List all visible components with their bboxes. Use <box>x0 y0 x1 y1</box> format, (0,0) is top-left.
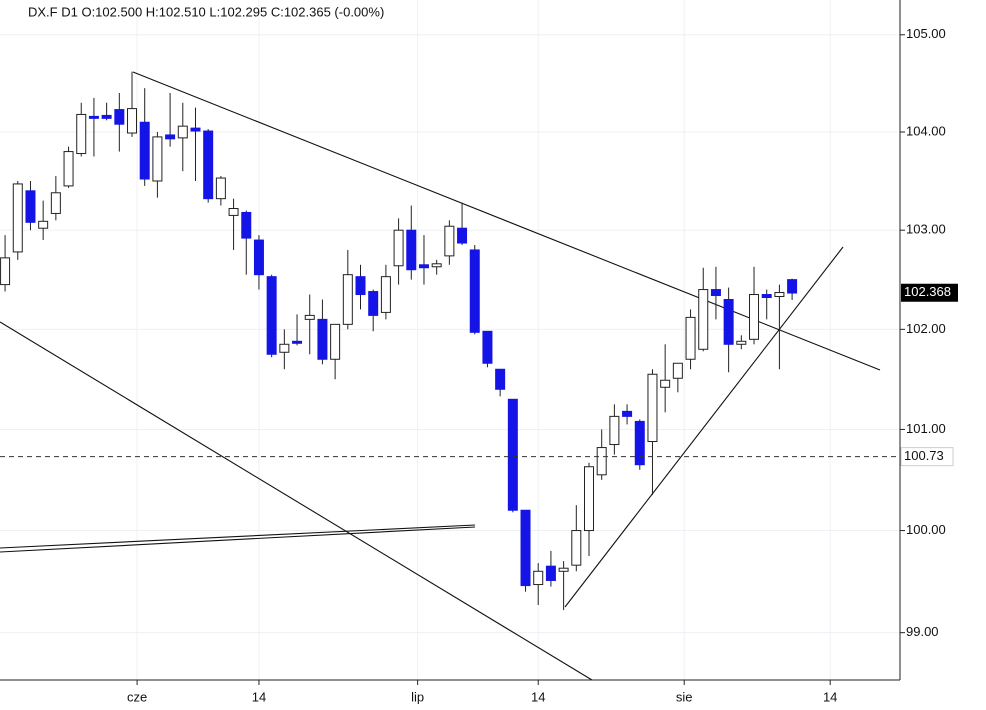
candle-body <box>774 292 785 298</box>
candle-body <box>279 343 290 353</box>
candle-body <box>380 276 391 313</box>
last-price-box <box>901 283 958 302</box>
candle-body <box>710 289 721 297</box>
candle-body <box>660 379 671 388</box>
x-tick-label: 14 <box>252 689 266 704</box>
candle-body <box>190 127 201 132</box>
candle-body <box>50 192 61 214</box>
candle-body <box>571 530 582 566</box>
candle-body <box>203 130 214 200</box>
candle-body <box>330 323 341 360</box>
candle-body <box>342 274 353 325</box>
candle-body <box>698 289 709 350</box>
candle-body <box>685 316 696 360</box>
y-tick-label: 99.00 <box>906 624 939 639</box>
last-price-label: 102.368 <box>904 284 951 299</box>
candle-body <box>12 183 23 253</box>
candle-body <box>215 177 226 200</box>
candle-body <box>0 257 11 286</box>
x-tick-label: sie <box>676 689 693 704</box>
y-tick-label: 104.00 <box>906 123 946 138</box>
candle-body <box>101 114 112 119</box>
candle-body <box>355 276 366 296</box>
candle-body <box>749 294 760 340</box>
x-tick-label: cze <box>127 689 147 704</box>
candle-body <box>177 125 188 139</box>
candle-body <box>507 398 518 511</box>
trend-line <box>564 246 844 608</box>
candle-body <box>558 567 569 572</box>
candle-body <box>583 466 594 532</box>
candle-body <box>63 151 74 187</box>
x-tick-label: lip <box>411 689 424 704</box>
price-line-box <box>900 447 954 467</box>
candle-body <box>368 291 379 316</box>
y-tick-label: 105.00 <box>906 26 946 41</box>
candle-body <box>38 220 49 229</box>
candle-body <box>672 362 683 379</box>
candle-body <box>304 314 315 320</box>
candle-body <box>228 208 239 216</box>
candle-body <box>418 264 429 269</box>
trend-line <box>0 321 593 681</box>
price-line-label: 100.73 <box>904 448 944 463</box>
candle-body <box>444 225 455 257</box>
candle-body <box>431 263 442 268</box>
candle-body <box>457 227 468 244</box>
x-tick-label: 14 <box>531 689 545 704</box>
candle-body <box>76 113 87 155</box>
candle-body <box>495 368 506 390</box>
candle-body <box>88 115 99 119</box>
candle-body <box>114 109 125 125</box>
candle-body <box>520 509 531 587</box>
y-tick-label: 101.00 <box>906 421 946 436</box>
y-tick-label: 103.00 <box>906 222 946 237</box>
candle-body <box>127 108 138 134</box>
candle-body <box>469 249 480 333</box>
candle-body <box>139 121 150 180</box>
candle-body <box>406 229 417 271</box>
candle-body <box>165 134 176 140</box>
candle-body <box>787 279 798 294</box>
candle-body <box>152 136 163 182</box>
candle-body <box>253 239 264 276</box>
y-tick-label: 102.00 <box>906 321 946 336</box>
candle-body <box>482 330 493 364</box>
candle-body <box>596 447 607 476</box>
candle-body <box>545 565 556 581</box>
candle-body <box>622 410 633 417</box>
x-tick-label: 14 <box>823 689 837 704</box>
trend-line <box>0 526 476 553</box>
candle-body <box>292 340 303 344</box>
candle-body <box>317 318 328 360</box>
candle-body <box>634 420 645 466</box>
candle-body <box>25 190 36 223</box>
chart-title: DX.F D1 O:102.500 H:102.510 L:102.295 C:… <box>28 4 384 19</box>
trend-line <box>0 524 476 549</box>
candle-body <box>241 211 252 239</box>
candle-body <box>647 373 658 443</box>
candle-body <box>723 298 734 345</box>
candle-body <box>393 229 404 267</box>
candle-body <box>609 415 620 446</box>
grid <box>0 0 900 680</box>
candle-body <box>736 340 747 345</box>
candle-body <box>533 570 544 586</box>
candle-body <box>761 294 772 299</box>
candle-body <box>266 276 277 355</box>
y-tick-label: 100.00 <box>906 522 946 537</box>
